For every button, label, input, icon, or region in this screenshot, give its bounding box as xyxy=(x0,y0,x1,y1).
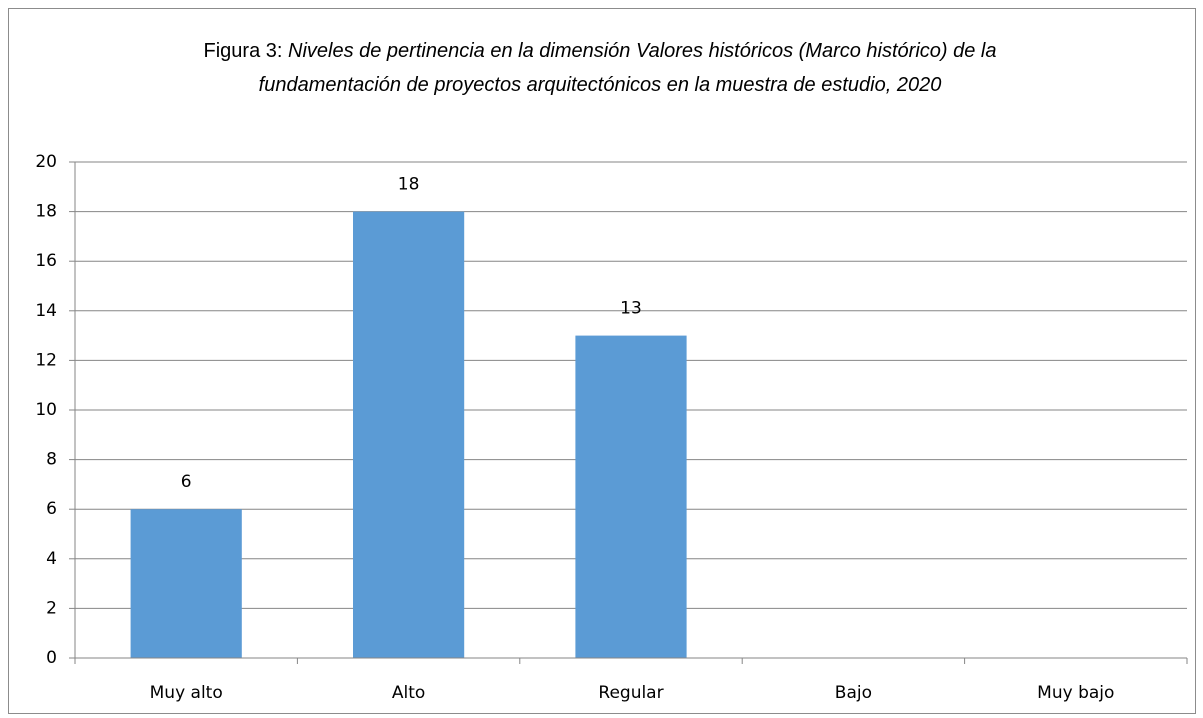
x-tick-label: Regular xyxy=(598,683,663,703)
y-tick-label: 6 xyxy=(46,499,57,519)
y-tick-label: 8 xyxy=(46,450,57,470)
data-label: 6 xyxy=(181,472,192,492)
y-tick-label: 12 xyxy=(35,350,57,370)
y-tick-label: 4 xyxy=(46,549,57,569)
x-tick-label: Muy alto xyxy=(150,683,223,703)
chart-frame xyxy=(8,8,1196,714)
y-tick-label: 16 xyxy=(35,251,57,271)
y-tick-label: 10 xyxy=(35,400,57,420)
title-text: Niveles de pertinencia en la dimensión V… xyxy=(258,40,997,96)
y-tick-label: 18 xyxy=(35,202,57,222)
y-tick-label: 0 xyxy=(46,648,57,668)
bar xyxy=(130,509,242,658)
x-tick-label: Muy bajo xyxy=(1037,683,1114,703)
title-prefix: Figura 3: xyxy=(203,40,283,62)
bar xyxy=(575,335,687,658)
chart-title: Figura 3: Niveles de pertinencia en la d… xyxy=(130,34,1070,102)
x-tick-label: Bajo xyxy=(835,683,872,703)
y-tick-label: 20 xyxy=(35,152,57,172)
x-tick-label: Alto xyxy=(392,683,425,703)
data-label: 13 xyxy=(620,299,642,319)
y-tick-label: 14 xyxy=(35,301,57,321)
data-label: 18 xyxy=(398,175,420,195)
bar xyxy=(353,211,465,658)
y-tick-label: 2 xyxy=(46,598,57,618)
